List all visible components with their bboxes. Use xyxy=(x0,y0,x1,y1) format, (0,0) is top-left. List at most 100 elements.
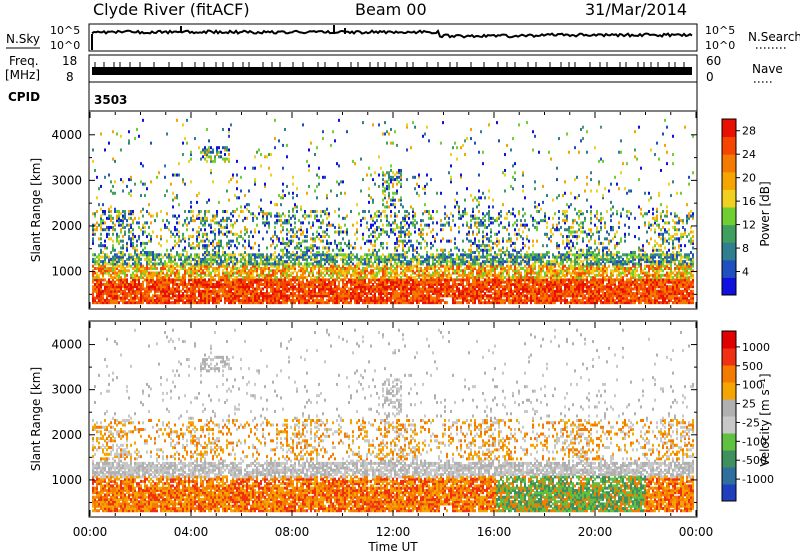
power-cell xyxy=(172,255,174,259)
power-cell xyxy=(236,257,238,261)
power-cell xyxy=(436,294,438,298)
power-cell xyxy=(150,276,152,280)
power-cell xyxy=(354,296,356,300)
power-cell xyxy=(128,289,130,293)
power-cell xyxy=(468,255,470,259)
power-cell xyxy=(114,271,116,275)
power-cell xyxy=(350,255,352,259)
power-cell xyxy=(342,294,344,298)
power-cell xyxy=(416,251,418,255)
power-cell xyxy=(392,269,394,273)
power-cell xyxy=(106,296,108,300)
power-cell xyxy=(110,301,112,305)
power-cell xyxy=(462,260,464,264)
power-cell xyxy=(328,223,330,227)
power-cell xyxy=(334,287,336,291)
power-cell xyxy=(134,282,136,286)
power-cell xyxy=(118,221,120,225)
power-cell xyxy=(204,278,206,282)
power-cell xyxy=(470,127,472,131)
power-cell xyxy=(242,271,244,275)
power-cell xyxy=(464,271,466,275)
power-cell xyxy=(294,266,296,270)
power-cell xyxy=(370,298,372,302)
power-cell xyxy=(398,282,400,286)
power-cell xyxy=(216,148,218,152)
power-cell xyxy=(162,264,164,268)
power-cell xyxy=(292,278,294,282)
power-cell xyxy=(138,225,140,229)
power-cell xyxy=(332,273,334,277)
power-cell xyxy=(278,264,280,268)
power-cell xyxy=(236,269,238,273)
power-cell xyxy=(472,251,474,255)
power-cell xyxy=(104,246,106,250)
power-cell xyxy=(470,271,472,275)
power-cell xyxy=(272,289,274,293)
power-cell xyxy=(414,175,416,179)
power-cell xyxy=(314,289,316,293)
power-cell xyxy=(268,294,270,298)
power-cell xyxy=(104,260,106,264)
power-cell xyxy=(116,298,118,302)
power-cell xyxy=(466,292,468,296)
power-cell xyxy=(184,262,186,266)
power-cell xyxy=(246,276,248,280)
power-cell xyxy=(384,298,386,302)
power-cell xyxy=(190,235,192,239)
power-cell xyxy=(276,214,278,218)
power-cell xyxy=(246,230,248,234)
power-cell xyxy=(190,278,192,282)
power-cell xyxy=(472,264,474,268)
power-cell xyxy=(276,287,278,291)
power-cell xyxy=(124,214,126,218)
power-cell xyxy=(404,273,406,277)
power-cell xyxy=(146,262,148,266)
power-cell xyxy=(168,280,170,284)
power-cell xyxy=(218,269,220,273)
power-cell xyxy=(416,278,418,282)
power-cell xyxy=(282,166,284,170)
power-cell xyxy=(456,285,458,289)
power-cell xyxy=(408,246,410,250)
power-cell xyxy=(336,255,338,259)
power-cell xyxy=(394,130,396,134)
power-cell xyxy=(452,285,454,289)
power-cell xyxy=(406,221,408,225)
power-cell xyxy=(456,246,458,250)
power-cell xyxy=(392,175,394,179)
power-cell xyxy=(226,223,228,227)
power-cell xyxy=(154,301,156,305)
power-cell xyxy=(186,251,188,255)
power-cell xyxy=(130,280,132,284)
power-cell xyxy=(218,239,220,243)
power-cell xyxy=(188,221,190,225)
power-cell xyxy=(356,203,358,207)
power-cell xyxy=(406,210,408,213)
power-cell xyxy=(338,294,340,298)
power-cell xyxy=(404,266,406,270)
power-cell xyxy=(238,266,240,270)
power-cell xyxy=(244,292,246,296)
power-cell xyxy=(208,262,210,266)
power-cell xyxy=(194,262,196,266)
power-cell xyxy=(302,292,304,296)
power-cell xyxy=(146,301,148,305)
power-cell xyxy=(220,230,222,234)
power-cell xyxy=(406,285,408,289)
power-cell xyxy=(284,289,286,293)
power-cell xyxy=(326,287,328,291)
power-cell xyxy=(232,225,234,229)
power-cell xyxy=(340,225,342,229)
power-cell xyxy=(336,296,338,300)
power-cell xyxy=(332,294,334,298)
power-cell xyxy=(448,269,450,273)
power-cell xyxy=(452,271,454,275)
power-cell xyxy=(220,287,222,291)
power-cell xyxy=(228,271,230,275)
power-cell xyxy=(324,280,326,284)
power-cell xyxy=(110,282,112,286)
power-cell xyxy=(222,264,224,268)
power-cell xyxy=(382,292,384,296)
power-cell xyxy=(458,225,460,229)
